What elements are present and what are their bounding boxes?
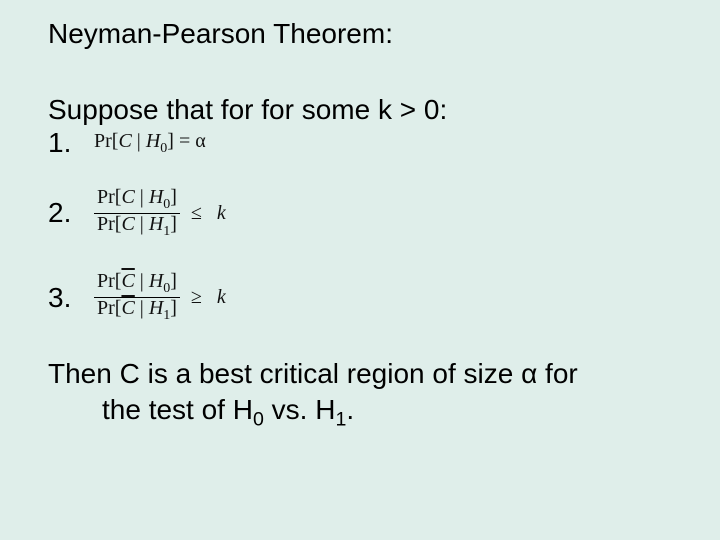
item-3-number: 3. bbox=[48, 282, 88, 314]
intro-line: Suppose that for for some k > 0: bbox=[48, 92, 680, 127]
item-2-rhs: k bbox=[211, 202, 230, 225]
item-3-rhs: k bbox=[211, 286, 230, 309]
item-1: 1. Pr[C | H0] = α bbox=[48, 127, 680, 159]
item-1-formula: Pr[C | H0] = α bbox=[94, 130, 206, 157]
conclusion-line1: Then C is a best critical region of size… bbox=[48, 358, 578, 389]
item-3-formula: Pr[C | H0] Pr[C | H1] ≥ k bbox=[94, 271, 230, 323]
item-2-fraction: Pr[C | H0] Pr[C | H1] bbox=[94, 187, 180, 239]
item-2: 2. Pr[C | H0] Pr[C | H1] ≤ k bbox=[48, 187, 680, 239]
item-2-numerator: Pr[C | H0] bbox=[94, 187, 180, 214]
item-3: 3. Pr[C | H0] Pr[C | H1] ≥ k bbox=[48, 271, 680, 323]
conclusion-line2: the test of H0 vs. H1. bbox=[48, 392, 680, 433]
conclusion: Then C is a best critical region of size… bbox=[48, 356, 680, 433]
item-2-number: 2. bbox=[48, 197, 88, 229]
item-1-rhs: α bbox=[195, 130, 205, 152]
item-3-numerator: Pr[C | H0] bbox=[94, 271, 180, 298]
item-2-formula: Pr[C | H0] Pr[C | H1] ≤ k bbox=[94, 187, 230, 239]
item-2-denominator: Pr[C | H1] bbox=[94, 214, 180, 240]
item-3-denominator: Pr[C | H1] bbox=[94, 298, 180, 324]
item-1-lhs: Pr[C | H0] bbox=[94, 130, 174, 152]
slide-title: Neyman-Pearson Theorem: bbox=[48, 18, 680, 50]
item-1-number: 1. bbox=[48, 127, 88, 159]
item-2-relation: ≤ bbox=[185, 202, 206, 225]
item-3-fraction: Pr[C | H0] Pr[C | H1] bbox=[94, 271, 180, 323]
item-3-relation: ≥ bbox=[185, 286, 206, 309]
slide: Neyman-Pearson Theorem: Suppose that for… bbox=[0, 0, 720, 453]
item-1-relation: = bbox=[179, 130, 190, 152]
